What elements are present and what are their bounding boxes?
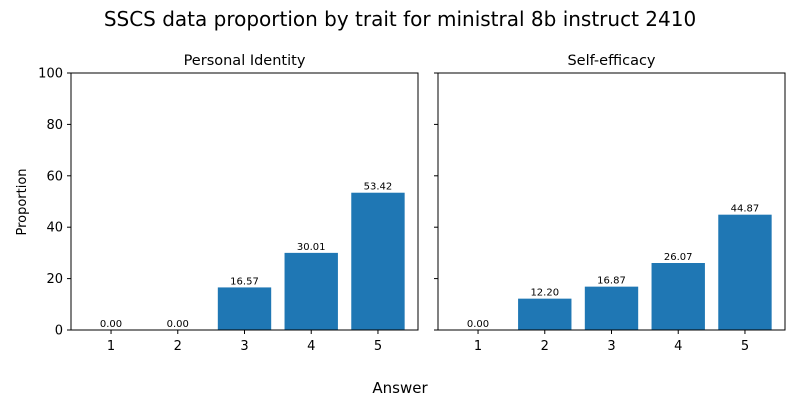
x-tick-label: 4 bbox=[674, 339, 682, 354]
x-tick-label: 5 bbox=[741, 339, 749, 354]
figure-title: SSCS data proportion by trait for minist… bbox=[104, 7, 696, 31]
x-tick-label: 3 bbox=[607, 339, 615, 354]
y-tick-label: 20 bbox=[46, 272, 63, 287]
x-tick-label: 1 bbox=[474, 339, 482, 354]
bar-value-label: 44.87 bbox=[731, 204, 760, 215]
y-tick-label: 80 bbox=[46, 118, 63, 133]
y-tick-label: 0 bbox=[55, 324, 63, 339]
bar-value-label: 16.57 bbox=[230, 276, 259, 287]
bar-3 bbox=[584, 286, 639, 330]
bar-value-label: 53.42 bbox=[364, 182, 393, 193]
bar-4 bbox=[284, 252, 338, 330]
panel-2: Self-efficacy 0.00 12.20 16.87 26.07 44.87 1 2 3… bbox=[434, 53, 786, 354]
panel-title: Personal Identity bbox=[184, 53, 306, 69]
x-tick-label: 2 bbox=[541, 339, 549, 354]
x-tick-label: 3 bbox=[240, 339, 248, 354]
bar-3 bbox=[217, 287, 272, 330]
bar-value-label: 0.00 bbox=[100, 319, 122, 330]
x-axis-label: Answer bbox=[372, 379, 428, 397]
bar-value-label: 0.00 bbox=[167, 319, 189, 330]
bar-5 bbox=[351, 192, 405, 330]
x-tick-label: 5 bbox=[374, 339, 382, 354]
y-tick-label: 60 bbox=[46, 169, 63, 184]
x-tick-label: 4 bbox=[307, 339, 315, 354]
x-tick-label: 2 bbox=[174, 339, 182, 354]
bar-5 bbox=[718, 214, 772, 330]
y-tick-label: 40 bbox=[46, 221, 63, 236]
panel-title: Self-efficacy bbox=[567, 53, 655, 69]
x-tick-label: 1 bbox=[107, 339, 115, 354]
y-axis-label: Proportion bbox=[15, 168, 30, 235]
bar-2 bbox=[518, 298, 572, 330]
y-tick-label: 100 bbox=[38, 67, 63, 82]
bar-4 bbox=[651, 263, 705, 330]
bar-value-label: 0.00 bbox=[467, 319, 489, 330]
bar-value-label: 16.87 bbox=[597, 276, 626, 287]
bar-value-label: 26.07 bbox=[664, 252, 693, 263]
panel-1: Personal Identity 0.00 0.00 16.57 30.01 53.42… bbox=[38, 53, 419, 354]
bar-value-label: 12.20 bbox=[530, 288, 559, 299]
bar-value-label: 30.01 bbox=[297, 242, 326, 253]
